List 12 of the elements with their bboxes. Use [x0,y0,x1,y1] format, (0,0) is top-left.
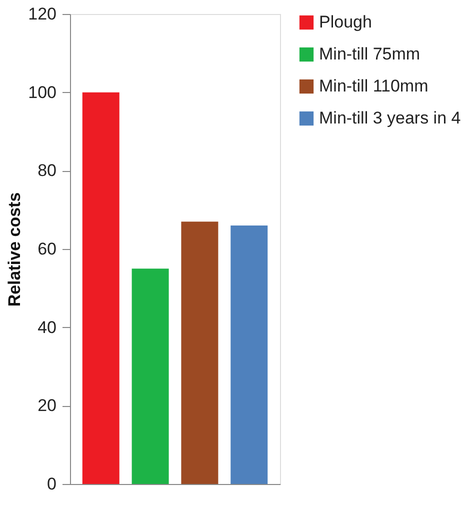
y-tick-label: 0 [47,474,56,494]
legend-label: Min-till 75mm [319,44,420,64]
y-tick-label: 60 [38,240,56,258]
y-tick-label: 80 [38,161,56,180]
legend-label: Plough [319,12,372,32]
legend-label: Min-till 110mm [319,76,428,96]
y-axis-title: Relative costs [5,192,24,307]
y-tick-label: 100 [28,82,56,102]
y-tick-label: 120 [28,4,56,24]
y-tick-label: 40 [38,318,56,337]
legend-label: Min-till 3 years in 4 [319,108,461,128]
y-tick-label: 20 [38,396,56,416]
